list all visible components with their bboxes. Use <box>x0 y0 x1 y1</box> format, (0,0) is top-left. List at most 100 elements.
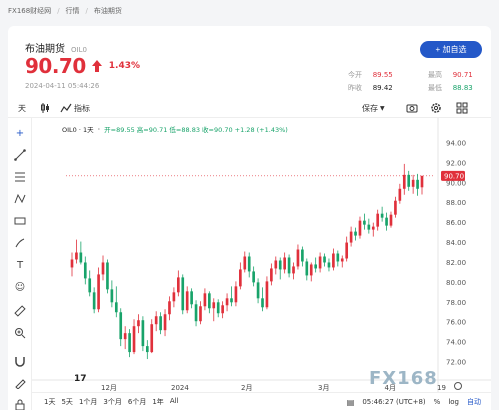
indicators-icon <box>60 103 72 113</box>
arrow-up-icon <box>91 60 103 72</box>
y-tick-label: 84.00 <box>446 239 466 247</box>
text-tool-icon[interactable]: T <box>16 259 24 271</box>
range-button[interactable]: 6个月 <box>127 397 147 406</box>
pattern-icon[interactable] <box>13 192 27 206</box>
y-tick-label: 72.00 <box>446 359 466 367</box>
candle-body <box>420 175 424 188</box>
candle-body <box>367 224 371 230</box>
candle-body <box>416 179 419 189</box>
candle-body <box>145 346 149 353</box>
range-button[interactable]: 1年 <box>152 397 164 406</box>
x-tick-label: 2月 <box>241 384 252 392</box>
candle-body <box>110 289 114 303</box>
candle-body <box>371 226 375 230</box>
candle-body <box>394 200 397 215</box>
y-tick-label: 90.00 <box>446 179 466 187</box>
candle-body <box>305 261 309 276</box>
x-tick-label: 19 <box>437 384 446 392</box>
candle-body <box>354 231 357 236</box>
candle-body <box>345 242 349 259</box>
candle-body <box>283 257 286 270</box>
low-label: 最低 <box>428 83 442 92</box>
candle-body <box>225 298 229 306</box>
candle-body <box>168 301 171 315</box>
fib-lines-icon[interactable] <box>13 170 27 184</box>
camera-icon[interactable] <box>406 101 418 115</box>
gear-icon[interactable] <box>430 101 442 115</box>
range-button[interactable]: 1个月 <box>78 397 98 406</box>
prev-close-value: 89.42 <box>372 83 393 92</box>
candle-body <box>128 333 131 353</box>
chart-legend: OIL0 · 1天 · 开=89.55 高=90.71 低=88.83 收=90… <box>62 124 288 135</box>
candle-body <box>199 306 202 322</box>
range-button[interactable]: 1天 <box>44 397 56 406</box>
candle-body <box>278 260 282 270</box>
emoji-icon[interactable]: ☺ <box>14 281 26 293</box>
legend-symbol: OIL0 · 1天 <box>62 126 94 134</box>
candle-body <box>389 214 393 226</box>
candle-body <box>132 326 136 353</box>
indicators-button[interactable]: 指标 <box>60 101 90 115</box>
breadcrumb-section[interactable]: 行情 <box>65 7 80 15</box>
fullscreen-icon[interactable] <box>456 101 468 115</box>
candle-type-icon[interactable] <box>40 101 50 115</box>
range-selector: 1天 5天 1个月 3个月 6个月 1年 All <box>44 397 179 407</box>
candle-body <box>79 252 83 263</box>
brush-icon[interactable] <box>13 236 27 250</box>
add-watchlist-button[interactable]: + 加自选 <box>420 41 482 58</box>
magnet-icon[interactable] <box>13 354 27 368</box>
candle-body <box>97 274 100 310</box>
save-button[interactable]: 保存 ▼ <box>362 101 385 115</box>
crosshair-icon[interactable]: + <box>15 127 25 139</box>
candle-body <box>177 277 180 293</box>
range-button[interactable]: All <box>169 396 179 405</box>
chevron-down-icon: ▼ <box>380 104 385 112</box>
instrument-code: OIL0 <box>71 46 87 54</box>
breadcrumb-separator: / <box>57 7 60 15</box>
drawing-tools: + T ☺ <box>8 118 32 410</box>
high-label: 最高 <box>428 70 442 79</box>
candle-body <box>256 282 260 299</box>
instrument-title: 布油期货 OIL0 <box>25 40 87 55</box>
candle-body <box>75 252 78 260</box>
chevron-icon: · <box>97 124 101 134</box>
lock-icon[interactable] <box>13 398 27 410</box>
candle-body <box>70 259 74 268</box>
range-button[interactable]: 5天 <box>61 397 73 406</box>
price-chart[interactable]: 72.00 74.00 76.00 78.00 80.00 82.00 84.00 86.00… <box>32 118 491 410</box>
interval-button[interactable]: 天 <box>18 103 26 113</box>
candle-body <box>243 256 247 270</box>
ruler-icon[interactable] <box>13 304 27 318</box>
candle-body <box>101 262 105 275</box>
candle-body <box>411 179 415 187</box>
zoom-in-icon[interactable] <box>13 326 27 340</box>
candle-body <box>358 220 362 236</box>
y-tick-label: 80.00 <box>446 279 466 287</box>
prev-close-label: 昨收 <box>348 83 362 92</box>
x-tick-label: 2024 <box>171 384 189 392</box>
axis-settings-icon <box>454 382 462 390</box>
trend-line-icon[interactable] <box>13 148 27 162</box>
percent-toggle[interactable]: % <box>433 398 441 406</box>
candle-body <box>385 217 388 226</box>
candle-body <box>332 253 335 268</box>
log-toggle[interactable]: log <box>448 398 459 406</box>
candlestick-chart[interactable]: 72.00 74.00 76.00 78.00 80.00 82.00 84.00 86.00… <box>32 118 491 392</box>
range-button[interactable]: 3个月 <box>103 397 122 406</box>
candle-body <box>221 305 224 314</box>
breadcrumb-site[interactable]: FX168财经网 <box>8 7 52 15</box>
calendar-icon[interactable]: ▤ <box>346 397 355 407</box>
chart-toolbar: 天 指标 保存 ▼ <box>8 98 491 118</box>
candle-body <box>190 291 193 305</box>
lock-drawing-icon[interactable] <box>13 376 27 390</box>
price-row: 90.70 1.43% <box>25 54 140 78</box>
measure-icon[interactable] <box>13 214 27 228</box>
candle-body <box>380 213 384 218</box>
candle-body <box>252 271 255 283</box>
y-tick-label: 78.00 <box>446 299 466 307</box>
quote-timestamp: 2024-04-11 05:44:26 <box>25 82 100 90</box>
auto-toggle[interactable]: 自动 <box>467 398 481 406</box>
candle-body <box>363 220 366 225</box>
last-price-label: 90.70 <box>444 172 464 180</box>
candle-body <box>154 316 158 325</box>
